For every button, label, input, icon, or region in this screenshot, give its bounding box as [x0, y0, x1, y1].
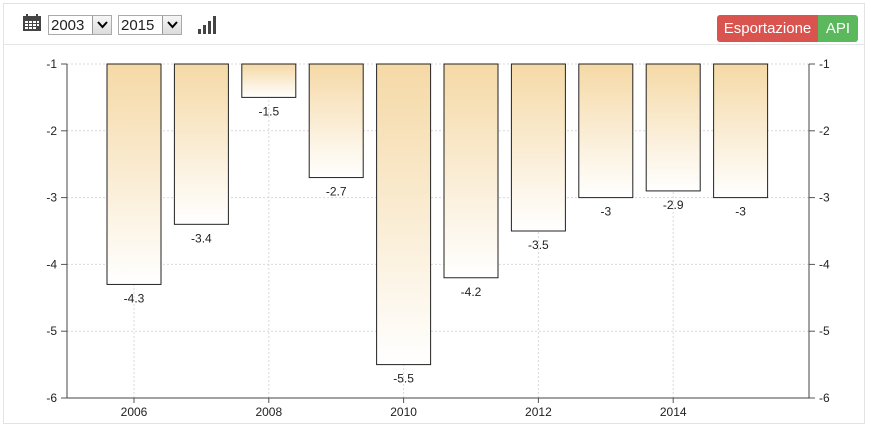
x-tick-label: 2008: [255, 405, 282, 419]
data-label: -2.9: [663, 198, 684, 212]
y-tick-label-right: -5: [819, 324, 830, 338]
bar: [241, 63, 297, 98]
bar: [106, 63, 162, 285]
bar-chart-icon[interactable]: [197, 16, 217, 34]
chevron-down-icon[interactable]: [162, 16, 181, 34]
y-tick-label-left: -4: [46, 257, 57, 271]
bar: [645, 63, 701, 192]
y-tick-label-right: -2: [819, 124, 830, 138]
data-label: -2.7: [326, 185, 347, 199]
bar: [510, 63, 566, 232]
x-tick-label: 2006: [121, 405, 148, 419]
start-year-select[interactable]: 2003: [48, 15, 112, 35]
data-label: -4.3: [124, 291, 145, 305]
bar: [578, 63, 634, 199]
data-label: -4.2: [461, 285, 482, 299]
y-tick-label-left: -2: [46, 124, 57, 138]
data-label: -3: [735, 205, 746, 219]
calendar-icon[interactable]: [22, 14, 42, 32]
y-tick-label-left: -6: [46, 391, 57, 405]
y-tick-label-right: -6: [819, 391, 830, 405]
y-tick-label-left: -5: [46, 324, 57, 338]
chevron-down-icon[interactable]: [92, 16, 111, 34]
x-tick-label: 2010: [390, 405, 417, 419]
data-label: -3.4: [191, 231, 212, 245]
x-tick-label: 2012: [525, 405, 552, 419]
y-tick-label-right: -4: [819, 257, 830, 271]
start-year-value: 2003: [51, 16, 85, 34]
export-button[interactable]: Esportazione: [717, 15, 818, 42]
bar: [376, 63, 432, 366]
end-year-select[interactable]: 2015: [118, 15, 182, 35]
bar: [713, 63, 769, 199]
toolbar: 2003 2015 Esportazione API: [4, 4, 864, 45]
bar: [173, 63, 229, 225]
y-tick-label-left: -3: [46, 191, 57, 205]
x-tick-label: 2014: [660, 405, 687, 419]
data-label: -3: [600, 205, 611, 219]
data-label: -5.5: [393, 372, 414, 386]
bar: [443, 63, 499, 279]
api-button[interactable]: API: [818, 15, 858, 42]
y-tick-label-left: -1: [46, 57, 57, 71]
data-label: -1.5: [258, 104, 279, 118]
end-year-value: 2015: [121, 16, 155, 34]
bar: [308, 63, 364, 179]
y-tick-label-right: -3: [819, 191, 830, 205]
y-tick-label-right: -1: [819, 57, 830, 71]
chart-frame: 2003 2015 Esportazione API: [3, 3, 865, 424]
data-label: -3.5: [528, 238, 549, 252]
